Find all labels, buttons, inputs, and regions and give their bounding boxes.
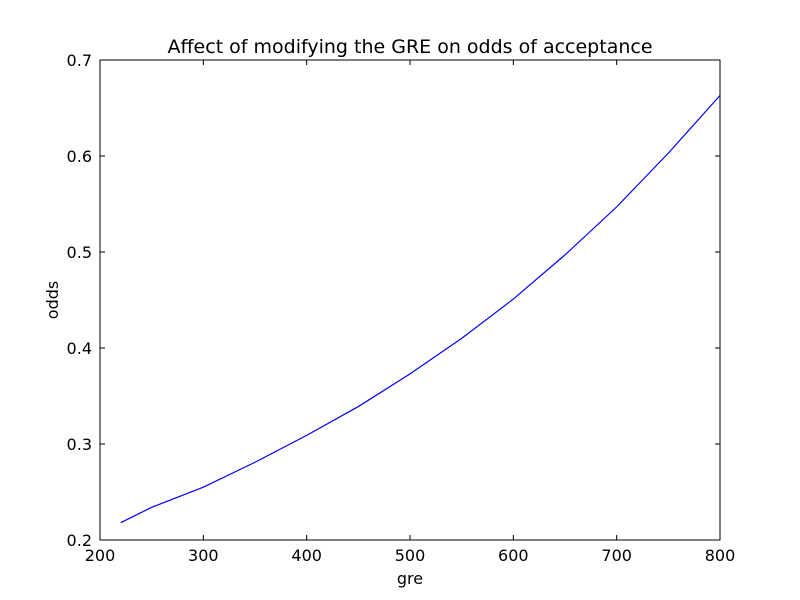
y-tick-label: 0.6 [67, 147, 92, 166]
y-tick-label: 0.5 [67, 243, 92, 262]
y-axis-ticks: 0.2 0.3 0.4 0.5 0.6 0.7 [67, 51, 720, 550]
x-tick-label: 300 [188, 546, 219, 565]
x-tick-label: 400 [291, 546, 322, 565]
plot-area [100, 60, 720, 540]
x-tick-label: 200 [85, 546, 116, 565]
x-axis-label: gre [397, 569, 423, 588]
x-tick-label: 800 [705, 546, 736, 565]
y-tick-label: 0.3 [67, 435, 92, 454]
y-tick-label: 0.2 [67, 531, 92, 550]
y-tick-label: 0.4 [67, 339, 92, 358]
series-line-0 [120, 95, 721, 524]
y-axis-label: odds [43, 281, 62, 319]
y-tick-label: 0.7 [67, 51, 92, 70]
x-axis-ticks: 200 300 400 500 600 700 800 [85, 60, 736, 565]
series-layer [120, 95, 721, 524]
x-tick-label: 500 [395, 546, 426, 565]
chart-title: Affect of modifying the GRE on odds of a… [167, 36, 652, 58]
x-tick-label: 600 [498, 546, 529, 565]
x-tick-label: 700 [601, 546, 632, 565]
